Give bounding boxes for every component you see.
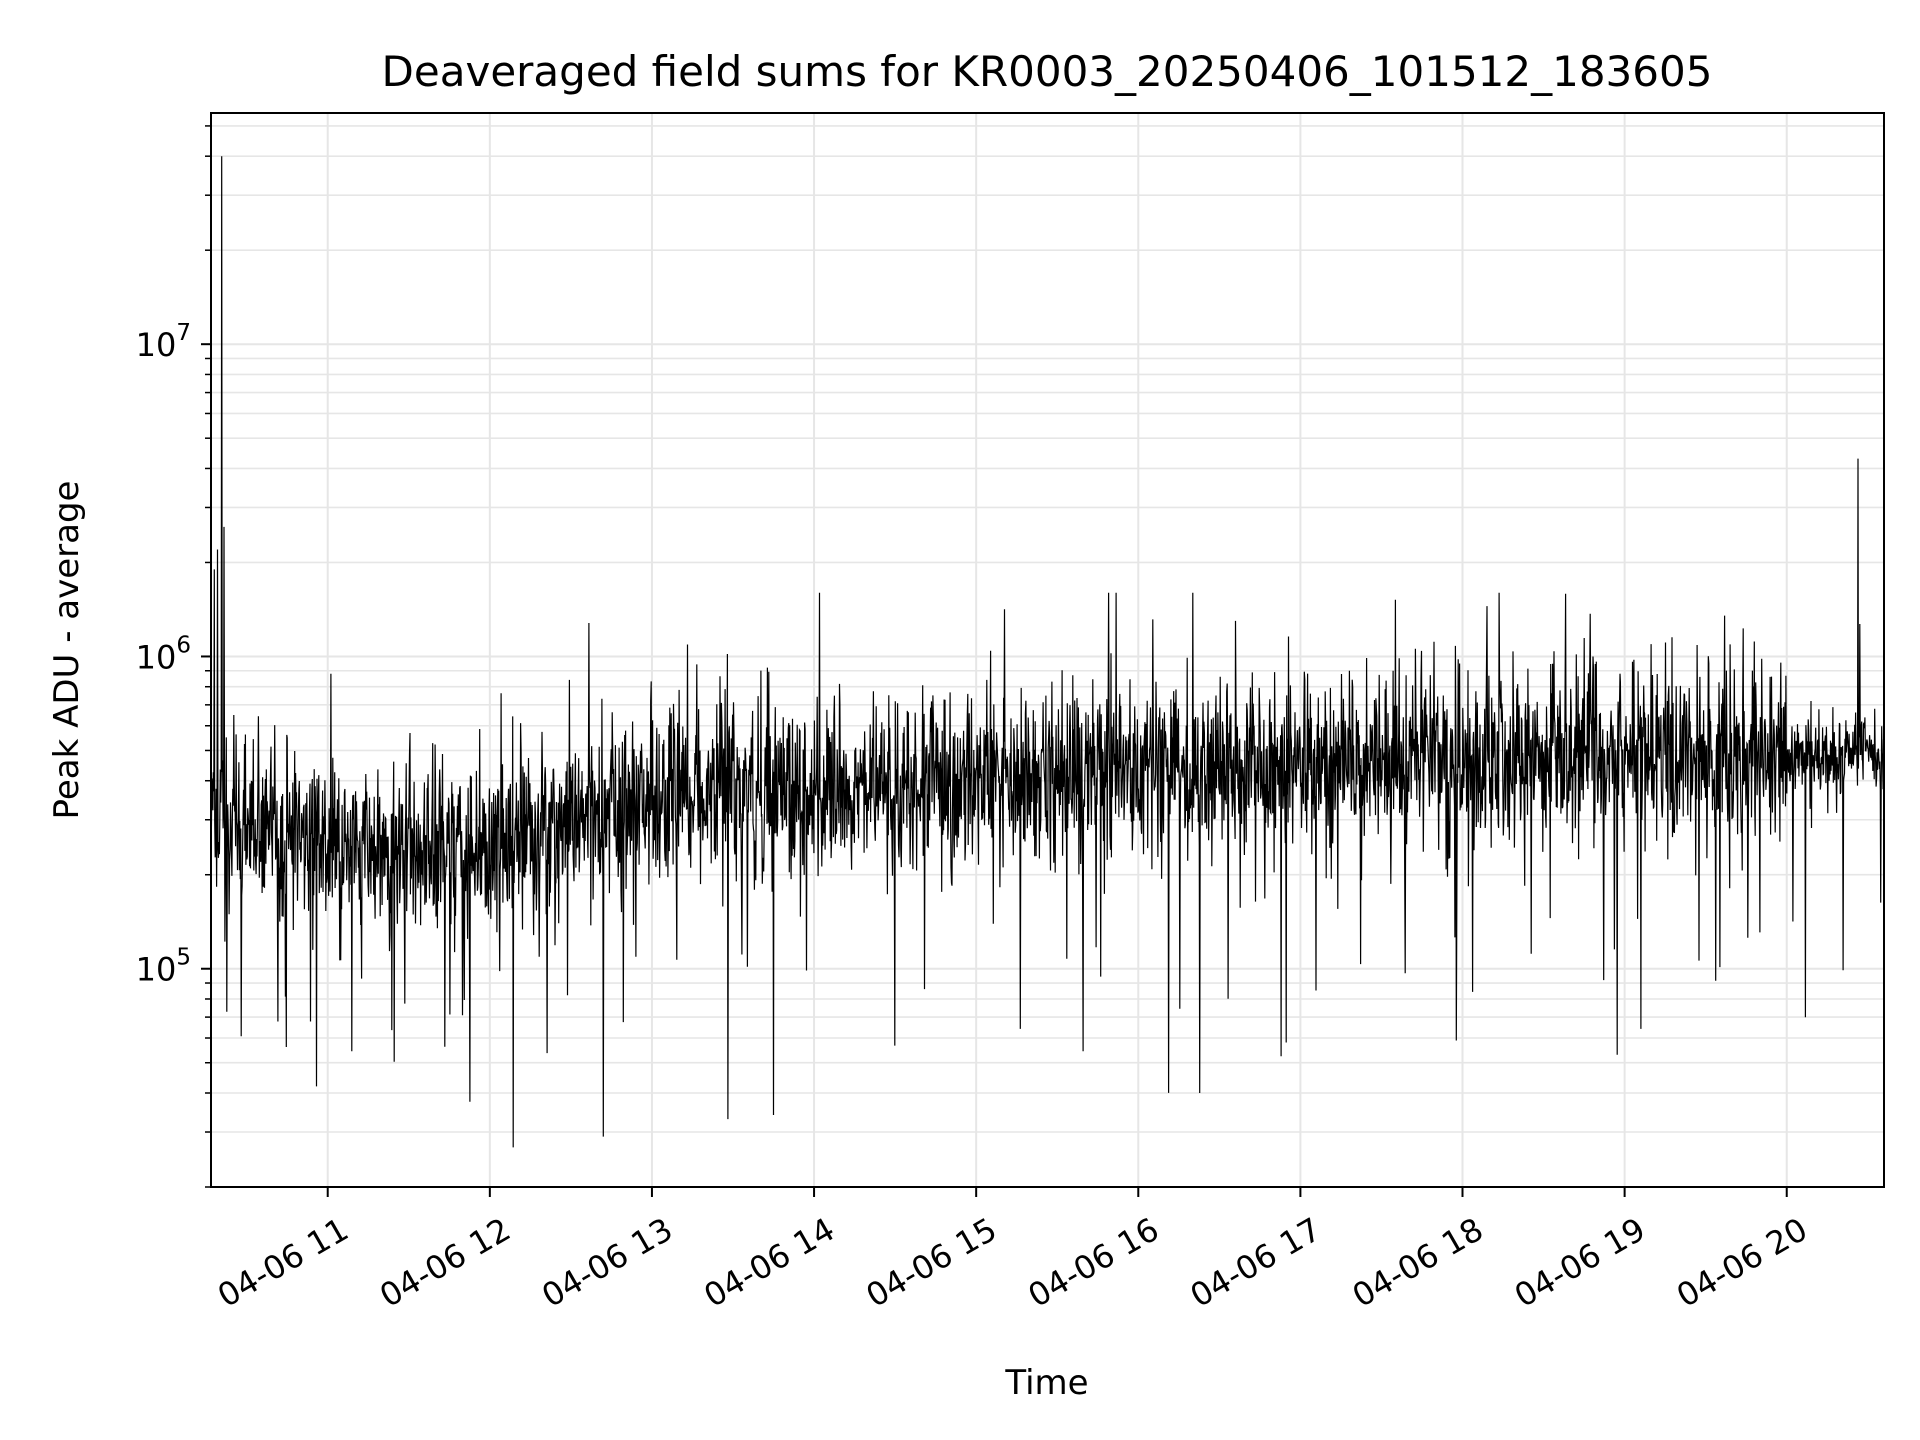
y-axis: 105 106 107: [136, 125, 211, 1188]
series-line: [210, 156, 1885, 1148]
y-axis-title: Peak ADU - average: [47, 481, 87, 820]
y-tick-label: 106: [136, 632, 191, 676]
chart-title: Deaveraged field sums for KR0003_2025040…: [382, 47, 1713, 96]
y-tick-label: 107: [136, 320, 191, 364]
plot-frame: [210, 112, 1885, 1188]
x-axis-title: Time: [1004, 1363, 1088, 1403]
plot-line-group: [210, 156, 1885, 1148]
y-tick-label: 105: [136, 945, 191, 989]
